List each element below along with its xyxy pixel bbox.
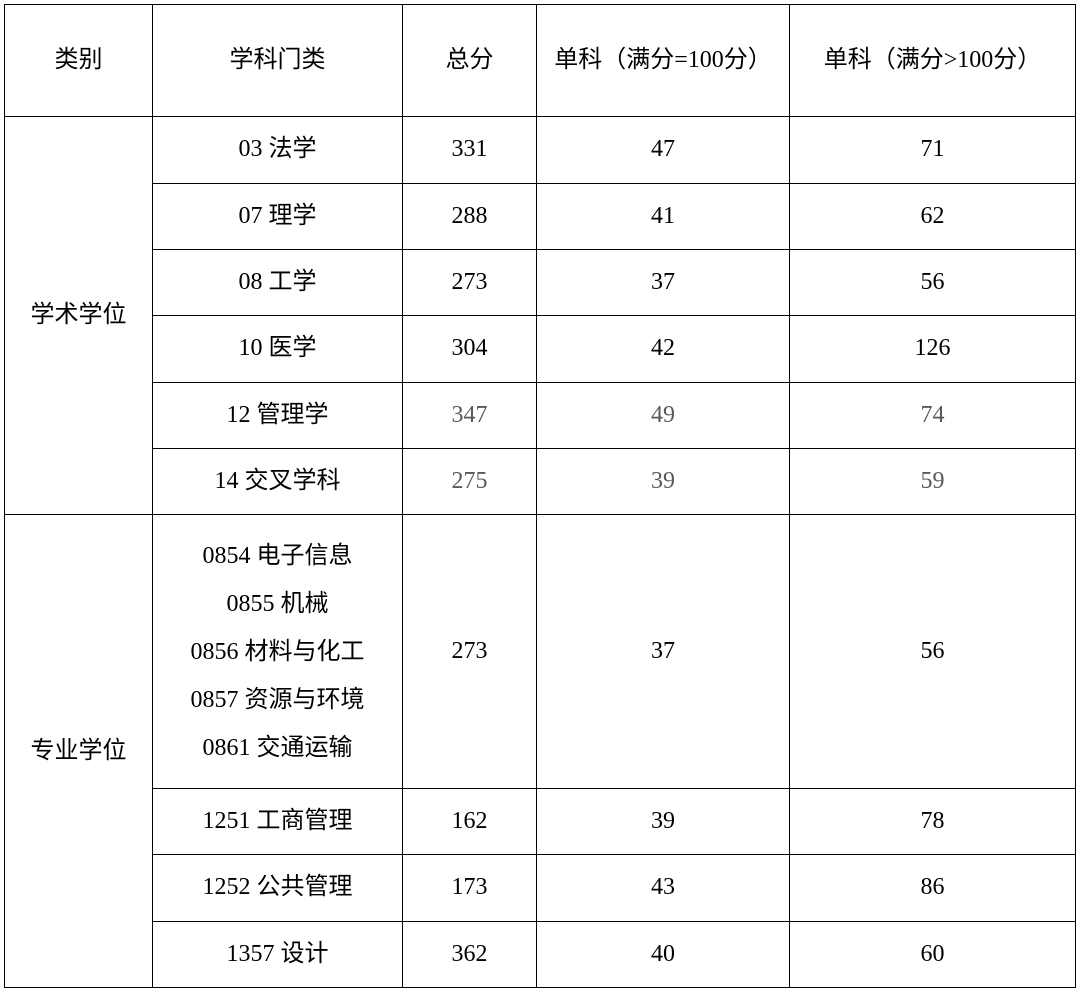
table-row: 14 交叉学科 275 39 59 xyxy=(5,449,1076,515)
subject-cell: 03 法学 xyxy=(153,117,403,183)
subject-cell: 14 交叉学科 xyxy=(153,449,403,515)
subgt100-cell: 59 xyxy=(790,449,1076,515)
subject-cell: 07 理学 xyxy=(153,183,403,249)
table-row: 12 管理学 347 49 74 xyxy=(5,382,1076,448)
subgt100-cell: 126 xyxy=(790,316,1076,382)
subject-line: 0856 材料与化工 xyxy=(157,628,398,676)
header-subgt100: 单科（满分>100分） xyxy=(790,5,1076,117)
subject-line: 0854 电子信息 xyxy=(157,532,398,580)
sub100-cell: 41 xyxy=(537,183,790,249)
total-cell: 362 xyxy=(403,921,537,987)
table-row: 1251 工商管理 162 39 78 xyxy=(5,788,1076,854)
subgt100-cell: 60 xyxy=(790,921,1076,987)
subgt100-cell: 56 xyxy=(790,249,1076,315)
table-body: 类别 学科门类 总分 单科（满分=100分） 单科（满分>100分） 学术学位 … xyxy=(5,5,1076,988)
table-row: 学术学位 03 法学 331 47 71 xyxy=(5,117,1076,183)
table-row: 08 工学 273 37 56 xyxy=(5,249,1076,315)
total-cell: 273 xyxy=(403,249,537,315)
subgt100-cell: 86 xyxy=(790,855,1076,921)
sub100-cell: 37 xyxy=(537,515,790,789)
sub100-cell: 40 xyxy=(537,921,790,987)
subject-line: 0861 交通运输 xyxy=(157,724,398,772)
subject-cell: 1252 公共管理 xyxy=(153,855,403,921)
score-table: 类别 学科门类 总分 单科（满分=100分） 单科（满分>100分） 学术学位 … xyxy=(4,4,1076,988)
header-category: 类别 xyxy=(5,5,153,117)
total-cell: 173 xyxy=(403,855,537,921)
total-cell: 347 xyxy=(403,382,537,448)
total-cell: 162 xyxy=(403,788,537,854)
sub100-cell: 49 xyxy=(537,382,790,448)
table-row: 1252 公共管理 173 43 86 xyxy=(5,855,1076,921)
sub100-cell: 39 xyxy=(537,449,790,515)
subgt100-cell: 78 xyxy=(790,788,1076,854)
subject-cell: 10 医学 xyxy=(153,316,403,382)
sub100-cell: 43 xyxy=(537,855,790,921)
table-row: 1357 设计 362 40 60 xyxy=(5,921,1076,987)
subgt100-cell: 56 xyxy=(790,515,1076,789)
header-sub100: 单科（满分=100分） xyxy=(537,5,790,117)
subject-cell: 1251 工商管理 xyxy=(153,788,403,854)
subgt100-cell: 62 xyxy=(790,183,1076,249)
header-total: 总分 xyxy=(403,5,537,117)
category-cell: 学术学位 xyxy=(5,117,153,515)
subject-line: 0857 资源与环境 xyxy=(157,676,398,724)
category-cell: 专业学位 xyxy=(5,515,153,988)
total-cell: 331 xyxy=(403,117,537,183)
table-row: 07 理学 288 41 62 xyxy=(5,183,1076,249)
total-cell: 273 xyxy=(403,515,537,789)
header-row: 类别 学科门类 总分 单科（满分=100分） 单科（满分>100分） xyxy=(5,5,1076,117)
sub100-cell: 39 xyxy=(537,788,790,854)
subject-cell: 1357 设计 xyxy=(153,921,403,987)
total-cell: 304 xyxy=(403,316,537,382)
subject-cell: 12 管理学 xyxy=(153,382,403,448)
table-row: 专业学位 0854 电子信息 0855 机械 0856 材料与化工 0857 资… xyxy=(5,515,1076,789)
subgt100-cell: 71 xyxy=(790,117,1076,183)
header-subject: 学科门类 xyxy=(153,5,403,117)
sub100-cell: 37 xyxy=(537,249,790,315)
sub100-cell: 42 xyxy=(537,316,790,382)
subgt100-cell: 74 xyxy=(790,382,1076,448)
total-cell: 288 xyxy=(403,183,537,249)
sub100-cell: 47 xyxy=(537,117,790,183)
subject-cell: 08 工学 xyxy=(153,249,403,315)
subject-cell-multi: 0854 电子信息 0855 机械 0856 材料与化工 0857 资源与环境 … xyxy=(153,515,403,789)
subject-line: 0855 机械 xyxy=(157,580,398,628)
total-cell: 275 xyxy=(403,449,537,515)
table-row: 10 医学 304 42 126 xyxy=(5,316,1076,382)
